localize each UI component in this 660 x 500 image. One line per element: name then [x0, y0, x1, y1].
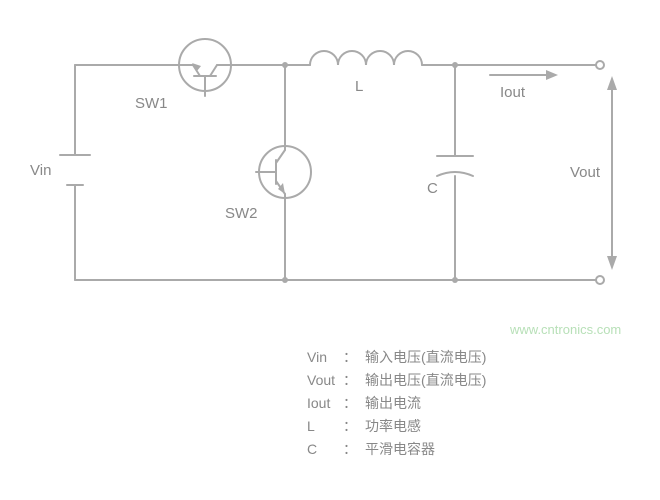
legend-desc-c: 平滑电容器: [365, 439, 492, 460]
legend-sym-l: L: [307, 416, 341, 437]
legend-desc-vin: 输入电压(直流电压): [365, 347, 492, 368]
legend-sym-iout: Iout: [307, 393, 341, 414]
legend-sym-vout: Vout: [307, 370, 341, 391]
label-sw2: SW2: [225, 205, 258, 222]
watermark: www.cntronics.com: [510, 322, 621, 337]
legend-sym-c: C: [307, 439, 341, 460]
legend-desc-iout: 输出电流: [365, 393, 492, 414]
label-iout: Iout: [500, 84, 525, 101]
label-vin: Vin: [30, 162, 51, 179]
legend-desc-l: 功率电感: [365, 416, 492, 437]
label-l: L: [355, 78, 363, 95]
label-c: C: [427, 180, 438, 197]
label-vout: Vout: [570, 164, 600, 181]
legend-desc-vout: 输出电压(直流电压): [365, 370, 492, 391]
label-sw1: SW1: [135, 95, 168, 112]
legend-sym-vin: Vin: [307, 347, 341, 368]
legend: Vin：输入电压(直流电压) Vout：输出电压(直流电压) Iout：输出电流…: [305, 345, 494, 462]
